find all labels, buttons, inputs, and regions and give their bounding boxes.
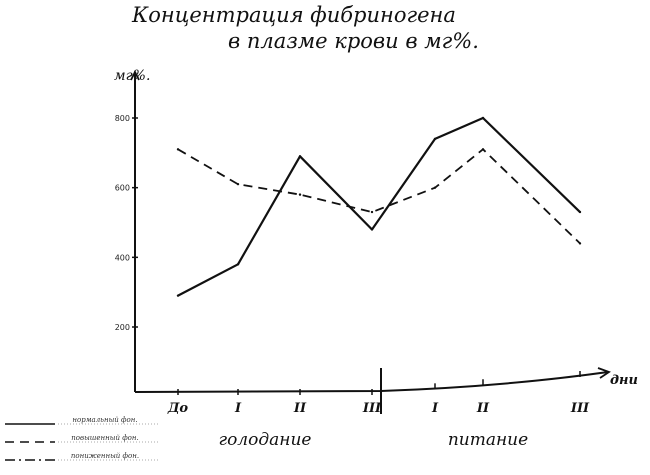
- legend: нормальный фон. повышенный фон. пониженный…: [5, 416, 160, 461]
- data-point: [370, 228, 374, 231]
- legend-label: нормальный фон.: [72, 416, 137, 424]
- x-tick-label: I: [234, 401, 242, 416]
- chart-subtitle: в плазме крови в мг%.: [228, 29, 479, 53]
- x-tick-label: II: [293, 401, 307, 416]
- group-label: питание: [448, 430, 528, 450]
- data-point: [236, 263, 240, 266]
- data-point: [298, 193, 302, 196]
- group-label: голодание: [218, 430, 311, 450]
- x-axis-label: дни: [610, 373, 638, 388]
- legend-label: повышенный фон.: [71, 434, 138, 442]
- y-tick-label: 600: [115, 184, 130, 193]
- series-lines: [176, 116, 582, 297]
- data-point: [176, 294, 180, 297]
- y-axis-arrow: [130, 69, 140, 81]
- data-point: [370, 210, 374, 214]
- legend-label: пониженный фон.: [71, 452, 139, 460]
- x-tick-label: III: [362, 401, 382, 416]
- axes: [130, 69, 611, 414]
- data-point: [578, 242, 582, 245]
- x-tick-label: III: [570, 401, 590, 416]
- data-point: [578, 210, 582, 214]
- data-point: [481, 116, 485, 120]
- y-tick-label: 200: [115, 323, 130, 332]
- y-ticks: 800 600 400 200: [115, 114, 138, 332]
- series-line-dashed: [177, 148, 581, 245]
- data-point: [236, 182, 240, 186]
- x-tick-label: II: [476, 401, 490, 416]
- y-tick-label: 400: [115, 253, 130, 262]
- data-point: [481, 148, 485, 151]
- data-point: [433, 137, 437, 141]
- data-point: [433, 186, 437, 189]
- x-ticks: До I II III I II III: [167, 371, 590, 416]
- group-labels: голодание питание: [218, 430, 528, 450]
- x-axis-line: [134, 371, 609, 393]
- y-tick-label: 800: [115, 114, 130, 123]
- data-point: [298, 155, 302, 158]
- data-point: [176, 148, 180, 151]
- x-tick-label: I: [431, 401, 439, 416]
- chart-title: Концентрация фибриногена: [131, 3, 456, 27]
- x-tick-label: До: [167, 401, 189, 416]
- series-line-solid: [177, 116, 581, 297]
- x-axis-arrow: [597, 367, 611, 379]
